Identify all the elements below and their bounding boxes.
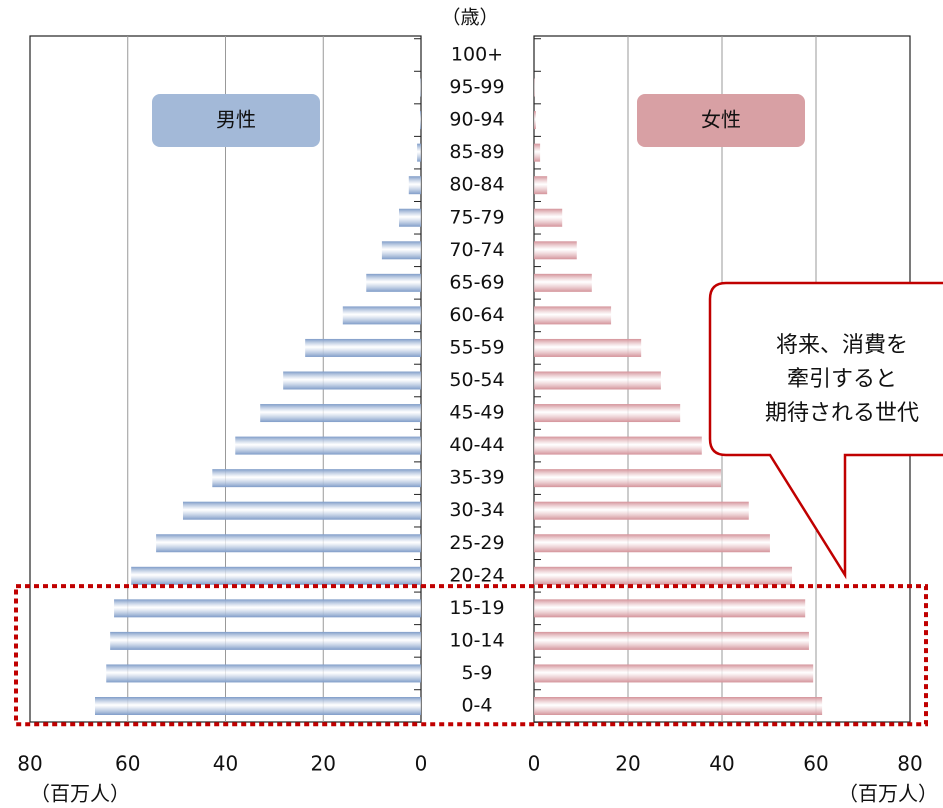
category-label: 0-4 <box>461 695 492 717</box>
legend-label: 男性 <box>216 108 256 132</box>
bar <box>534 371 661 390</box>
category-label: 70-74 <box>449 239 504 261</box>
category-label: 80-84 <box>449 174 504 196</box>
bar <box>260 404 421 423</box>
bar <box>534 241 577 260</box>
callout <box>708 281 943 580</box>
x-tick-label: 60 <box>803 752 828 776</box>
bar <box>106 664 422 683</box>
bar <box>235 436 421 455</box>
category-label: 60-64 <box>449 304 504 326</box>
bar <box>95 697 421 715</box>
bar <box>534 469 722 488</box>
x-tick-label: 20 <box>615 752 640 776</box>
legend-box <box>637 94 805 147</box>
x-tick-label: 60 <box>115 752 140 776</box>
category-label: 5-9 <box>461 662 492 684</box>
category-label: 30-34 <box>449 499 504 521</box>
x-tick-label: 80 <box>17 752 42 776</box>
x-tick-label: 20 <box>311 752 336 776</box>
bar <box>534 338 642 357</box>
bar <box>534 599 806 618</box>
category-label: 100+ <box>451 44 503 66</box>
x-axis-label: （百万人） <box>838 782 938 806</box>
bar <box>534 436 702 455</box>
bar <box>534 404 681 423</box>
bar <box>110 631 421 650</box>
category-label: 25-29 <box>449 532 504 554</box>
x-tick-label: 40 <box>709 752 734 776</box>
category-label: 50-54 <box>449 369 504 391</box>
x-tick-label: 0 <box>528 752 541 776</box>
bar <box>534 111 536 130</box>
category-label: 85-89 <box>449 141 504 163</box>
bar <box>534 306 612 325</box>
category-label: 20-24 <box>449 564 504 586</box>
legend-box <box>152 94 320 147</box>
bar <box>399 208 421 227</box>
bar <box>534 697 823 715</box>
legend-label: 女性 <box>701 108 741 132</box>
bar <box>534 501 749 520</box>
x-tick-label: 40 <box>213 752 238 776</box>
bar <box>534 631 809 650</box>
bar <box>156 534 421 553</box>
bar <box>342 306 421 325</box>
bar <box>283 371 421 390</box>
category-label: 95-99 <box>449 76 504 98</box>
bar <box>534 664 814 683</box>
bar <box>114 599 421 618</box>
bar <box>131 566 421 585</box>
bar <box>534 273 592 292</box>
category-label: 90-94 <box>449 109 504 131</box>
category-label: 55-59 <box>449 336 504 358</box>
annotation: 牽引すると <box>787 367 897 392</box>
bar <box>366 273 421 292</box>
bar <box>305 338 421 357</box>
category-label: 35-39 <box>449 467 504 489</box>
category-label: 10-14 <box>449 629 504 651</box>
category-label: 40-44 <box>449 434 504 456</box>
bar <box>408 176 421 195</box>
category-label: 15-19 <box>449 597 504 619</box>
x-tick-label: 80 <box>897 752 922 776</box>
bar <box>420 111 421 130</box>
bar <box>182 501 421 520</box>
annotation: 将来、消費を <box>776 333 908 358</box>
bar <box>534 566 793 585</box>
bar <box>534 534 770 553</box>
bar <box>417 143 421 162</box>
bar <box>381 241 421 260</box>
y-axis-label: （歳） <box>441 7 498 29</box>
highlight-box <box>14 584 928 727</box>
bar <box>534 208 563 227</box>
category-label: 75-79 <box>449 206 504 228</box>
x-axis-label: （百万人） <box>30 782 130 806</box>
bar <box>534 143 541 162</box>
category-label: 45-49 <box>449 402 504 424</box>
category-label: 65-69 <box>449 271 504 293</box>
bar <box>534 176 548 195</box>
x-tick-label: 0 <box>415 752 428 776</box>
bar <box>212 469 421 488</box>
annotation: 期待される世代 <box>765 401 919 426</box>
